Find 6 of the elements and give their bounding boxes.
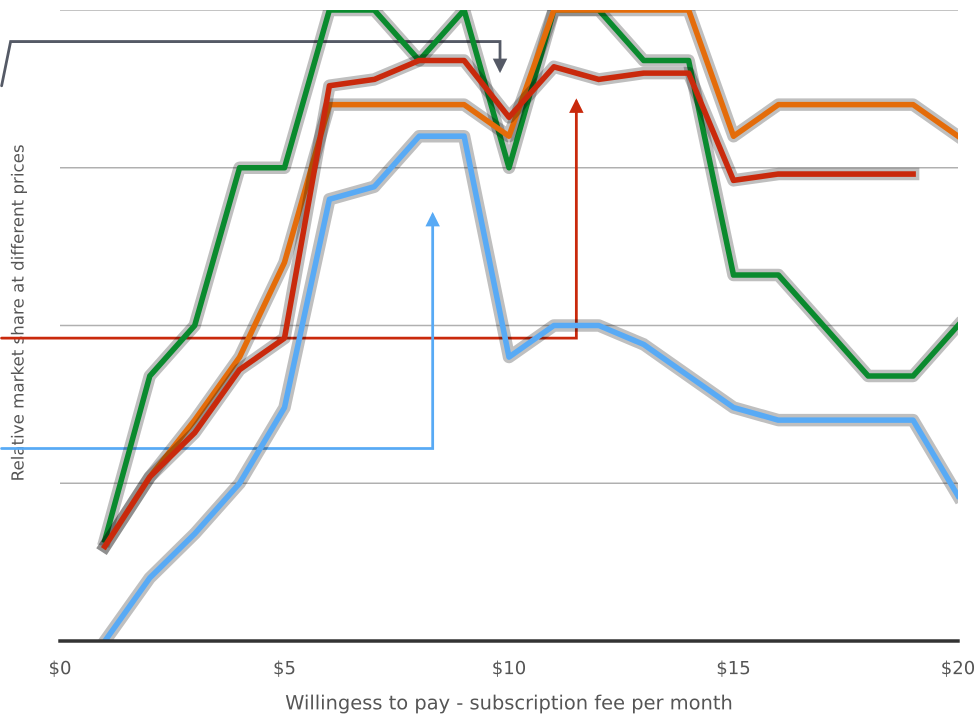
x-tick-label: $5 xyxy=(274,660,294,677)
x-tick-label: $10 xyxy=(493,660,526,677)
x-tick-label: $15 xyxy=(718,660,750,677)
x-axis-title: Willingess to pay - subscription fee per month xyxy=(286,694,732,714)
x-tick-label: $20 xyxy=(942,660,974,677)
x-tick-label: $0 xyxy=(50,660,70,677)
